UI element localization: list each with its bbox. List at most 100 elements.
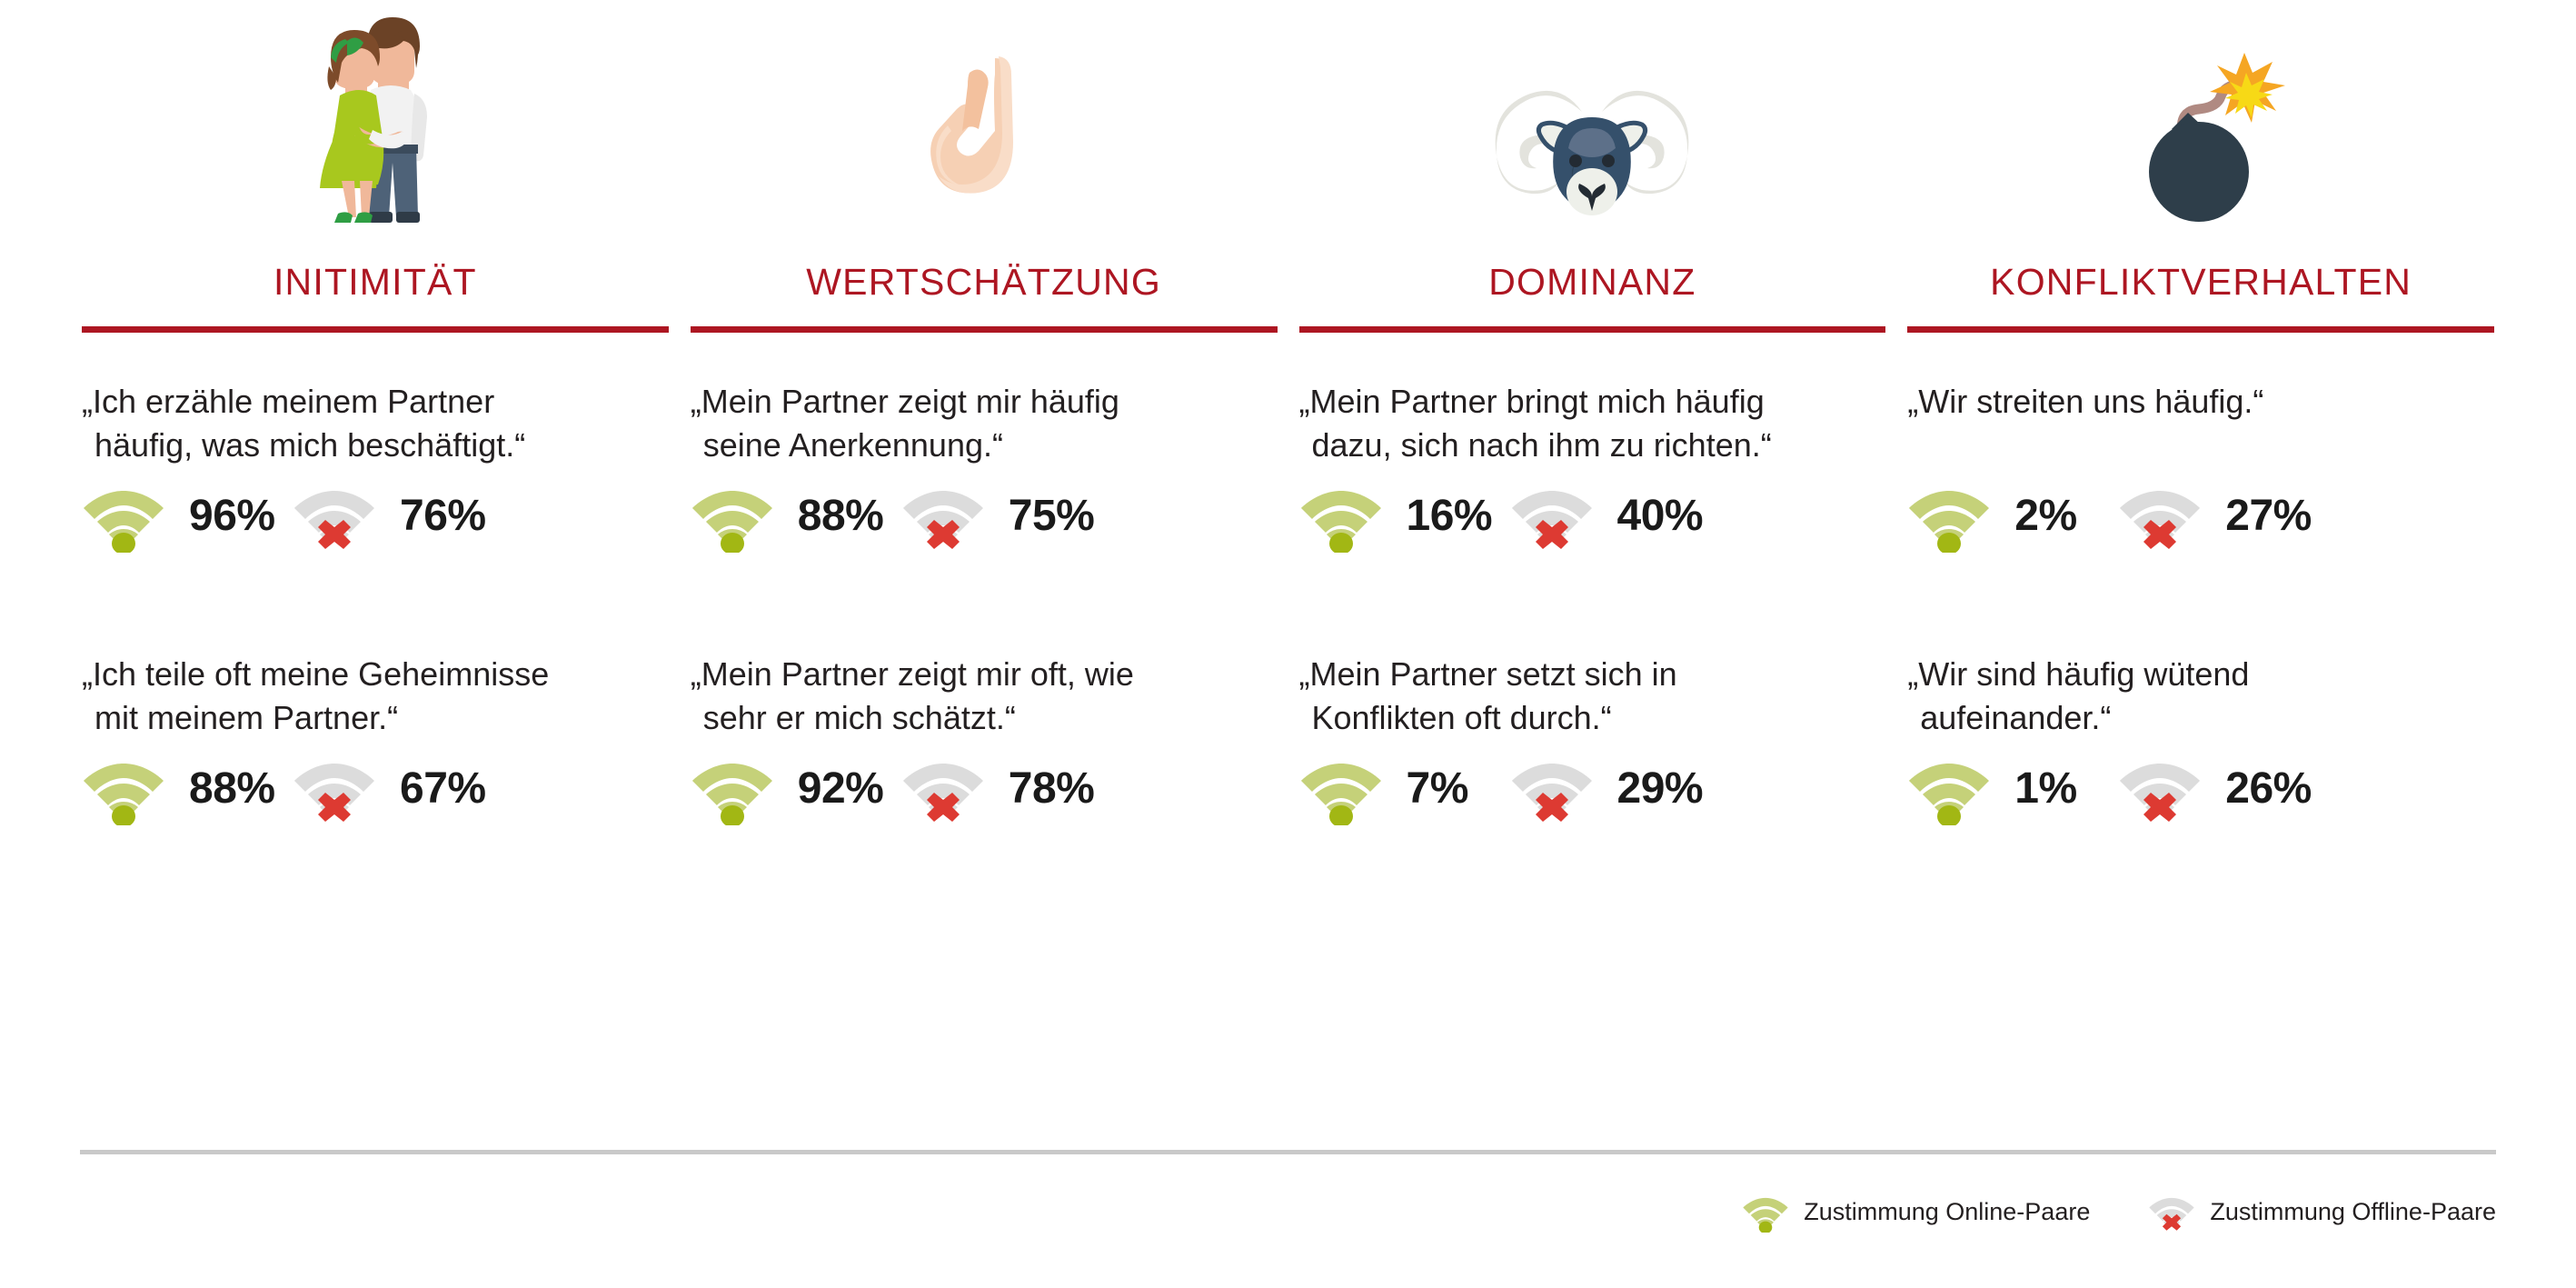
statement-text: „Mein Partner zeigt mir häufig seine Ane… (691, 333, 1278, 469)
offline-value-group: 67% (293, 751, 486, 825)
offline-percent: 26% (2225, 764, 2312, 813)
statement-block: „Mein Partner zeigt mir häufig seine Ane… (691, 333, 1278, 605)
offline-percent: 29% (1616, 764, 1704, 813)
legend-label-online: Zustimmung Online-Paare (1804, 1197, 2091, 1225)
statement-line-1: „Mein Partner zeigt mir häufig (690, 383, 1119, 421)
offline-value-group: 26% (2118, 751, 2312, 825)
ok-hand-icon (691, 0, 1278, 227)
statement-list: „Mein Partner bringt mich häufig dazu, s… (1299, 333, 1886, 826)
category-column-dominanz: DOMINANZ „Mein Partner bringt mich häufi… (1288, 0, 1897, 826)
bomb-icon (1907, 0, 2494, 227)
online-value-group: 88% (691, 478, 901, 554)
wifi-online-icon (1300, 491, 1381, 554)
statement-values: 88% 67% (82, 751, 669, 826)
online-value-group: 7% (1299, 751, 1510, 826)
online-percent: 2% (2014, 491, 2077, 540)
offline-percent: 40% (1616, 491, 1704, 540)
statement-line-2: mit meinem Partner.“ (94, 698, 399, 736)
wifi-offline-icon (902, 491, 983, 550)
footer-divider (80, 1150, 2496, 1154)
statement-line-1: „Wir sind häufig wütend (1907, 655, 2250, 694)
category-columns: INITIMITÄT „Ich erzähle meinem Partner h… (71, 0, 2505, 826)
statement-values: 88% 75% (691, 478, 1278, 554)
statement-list: „Ich erzähle meinem Partner häufig, was … (82, 333, 669, 826)
offline-percent: 75% (1008, 491, 1095, 540)
online-value-group: 92% (691, 751, 901, 826)
statement-text: „Mein Partner bringt mich häufig dazu, s… (1299, 333, 1886, 469)
title-underline (82, 326, 669, 334)
statement-values: 2% 27% (1907, 478, 2494, 554)
wifi-offline-icon (1511, 764, 1592, 823)
statement-line-1: „Ich erzähle meinem Partner (82, 383, 495, 421)
legend-label-offline: Zustimmung Offline-Paare (2210, 1197, 2496, 1225)
statement-line-1: „Mein Partner zeigt mir oft, wie (690, 655, 1134, 694)
statement-block: „Mein Partner zeigt mir oft, wie sehr er… (691, 605, 1278, 826)
wifi-online-icon (84, 491, 164, 554)
wifi-offline-icon (2149, 1197, 2195, 1231)
title-underline (1298, 326, 1886, 334)
column-title: DOMINANZ (1488, 261, 1696, 303)
statement-line-2: dazu, sich nach ihm zu richten.“ (1311, 425, 1772, 464)
online-value-group: 1% (1907, 751, 2118, 826)
statement-line-2: Konflikten oft durch.“ (1311, 698, 1612, 736)
online-value-group: 16% (1299, 478, 1510, 554)
title-underline (690, 326, 1278, 334)
online-value-group: 96% (82, 478, 293, 554)
wifi-online-icon (1300, 764, 1381, 826)
wifi-online-icon (691, 491, 772, 554)
statement-list: „Mein Partner zeigt mir häufig seine Ane… (691, 333, 1278, 826)
column-title: INITIMITÄT (273, 261, 477, 303)
column-title: WERTSCHÄTZUNG (806, 261, 1161, 303)
legend: Zustimmung Online-Paare Zustimmung Offli… (1742, 1191, 2496, 1233)
ram-head-icon (1299, 0, 1886, 227)
statement-block: „Wir sind häufig wütend aufeinander.“ 1% (1907, 605, 2494, 826)
statement-line-1: „Ich teile oft meine Geheimnisse (82, 655, 550, 694)
statement-values: 7% 29% (1299, 751, 1886, 826)
offline-value-group: 40% (1510, 478, 1704, 553)
category-column-konfliktverhalten: KONFLIKTVERHALTEN „Wir streiten uns häuf… (1896, 0, 2505, 826)
statement-list: „Wir streiten uns häufig.“ 2% (1907, 333, 2494, 826)
statement-line-2: häufig, was mich beschäftigt.“ (94, 425, 526, 464)
statement-line-2: aufeinander.“ (1920, 698, 2112, 736)
legend-item-online: Zustimmung Online-Paare (1742, 1191, 2090, 1233)
wifi-offline-icon (2120, 491, 2201, 550)
column-title: KONFLIKTVERHALTEN (1990, 261, 2412, 303)
statement-values: 16% 40% (1299, 478, 1886, 554)
statement-values: 92% 78% (691, 751, 1278, 826)
wifi-offline-icon (2120, 764, 2201, 823)
statement-block: „Wir streiten uns häufig.“ 2% (1907, 333, 2494, 605)
offline-percent: 27% (2225, 491, 2312, 540)
category-column-wertschaetzung: WERTSCHÄTZUNG „Mein Partner zeigt mir hä… (680, 0, 1288, 826)
statement-text: „Wir streiten uns häufig.“ (1907, 333, 2494, 469)
wifi-online-icon (1909, 491, 1990, 554)
offline-value-group: 29% (1510, 751, 1704, 825)
online-percent: 7% (1406, 764, 1469, 813)
statement-line-1: „Wir streiten uns häufig.“ (1907, 383, 2264, 421)
wifi-offline-icon (1511, 491, 1592, 550)
wifi-online-icon (691, 764, 772, 826)
statement-text: „Mein Partner zeigt mir oft, wie sehr er… (691, 605, 1278, 742)
category-column-intimitaet: INITIMITÄT „Ich erzähle meinem Partner h… (71, 0, 680, 826)
online-value-group: 88% (82, 751, 293, 826)
statement-block: „Mein Partner bringt mich häufig dazu, s… (1299, 333, 1886, 605)
online-percent: 96% (189, 491, 275, 540)
offline-percent: 67% (400, 764, 486, 813)
statement-values: 96% 76% (82, 478, 669, 554)
offline-value-group: 27% (2118, 478, 2312, 553)
legend-item-offline: Zustimmung Offline-Paare (2148, 1191, 2496, 1233)
offline-percent: 76% (400, 491, 486, 540)
statement-line-1: „Mein Partner bringt mich häufig (1298, 383, 1765, 421)
couple-hugging-icon (82, 0, 669, 227)
wifi-online-icon (84, 764, 164, 826)
statement-block: „Ich teile oft meine Geheimnisse mit mei… (82, 605, 669, 826)
statement-block: „Mein Partner setzt sich in Konflikten o… (1299, 605, 1886, 826)
statement-text: „Wir sind häufig wütend aufeinander.“ (1907, 605, 2494, 742)
offline-value-group: 78% (901, 751, 1095, 825)
statement-values: 1% 26% (1907, 751, 2494, 826)
online-percent: 88% (797, 491, 884, 540)
online-value-group: 2% (1907, 478, 2118, 554)
online-percent: 92% (797, 764, 884, 813)
wifi-offline-icon (902, 764, 983, 823)
online-percent: 88% (189, 764, 275, 813)
